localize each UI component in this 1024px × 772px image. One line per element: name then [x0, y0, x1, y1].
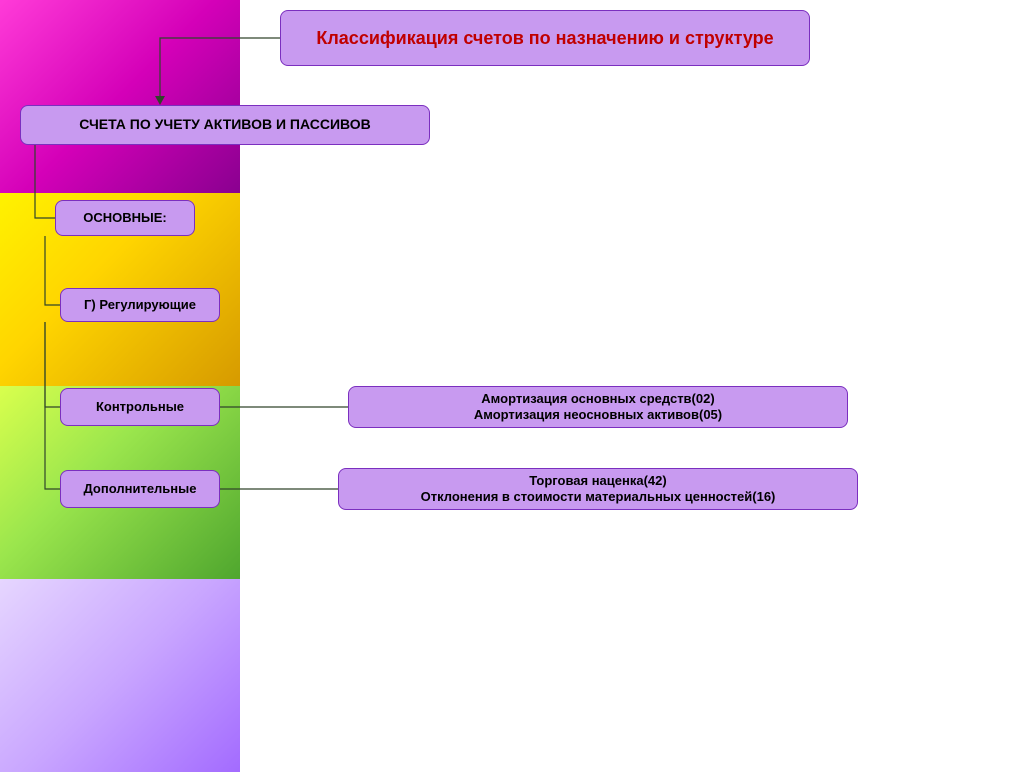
amortization-box: Амортизация основных средств(02) Амортиз… [348, 386, 848, 428]
title-text: Классификация счетов по назначению и стр… [316, 27, 773, 50]
control-box: Контрольные [60, 388, 220, 426]
amort-text: Амортизация основных средств(02) Амортиз… [474, 391, 722, 424]
title-box: Классификация счетов по назначению и стр… [280, 10, 810, 66]
accounts-text: СЧЕТА ПО УЧЕТУ АКТИВОВ И ПАССИВОВ [79, 116, 371, 134]
additional-text: Дополнительные [84, 481, 197, 497]
regulating-box: Г) Регулирующие [60, 288, 220, 322]
control-text: Контрольные [96, 399, 184, 415]
trade-markup-box: Торговая наценка(42) Отклонения в стоимо… [338, 468, 858, 510]
accounts-box: СЧЕТА ПО УЧЕТУ АКТИВОВ И ПАССИВОВ [20, 105, 430, 145]
regulating-text: Г) Регулирующие [84, 297, 196, 313]
trade-text: Торговая наценка(42) Отклонения в стоимо… [421, 473, 776, 506]
additional-box: Дополнительные [60, 470, 220, 508]
main-text: ОСНОВНЫЕ: [83, 210, 167, 226]
main-box: ОСНОВНЫЕ: [55, 200, 195, 236]
